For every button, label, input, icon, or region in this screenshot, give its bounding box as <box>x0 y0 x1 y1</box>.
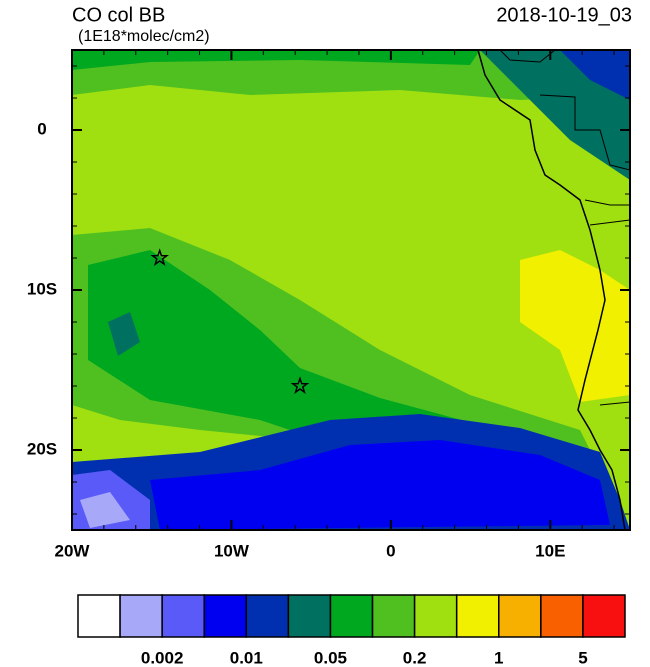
colorbar-box <box>413 594 458 638</box>
colorbar-box <box>582 594 626 638</box>
colorbar-label: 0.05 <box>314 648 347 667</box>
x-tick-label: 10E <box>535 541 565 560</box>
y-tick-label: 10S <box>27 279 57 298</box>
colorbar-label: 1 <box>494 648 503 667</box>
colorbar-box <box>371 594 416 638</box>
units: (1E18*molec/cm2) <box>78 28 210 45</box>
date: 2018-10-19_03 <box>496 4 632 26</box>
colorbar-box <box>77 594 121 638</box>
y-tick-label: 0 <box>37 119 46 138</box>
title: CO col BB <box>72 4 165 26</box>
colorbar-box <box>161 594 205 638</box>
colorbar-box <box>329 594 374 638</box>
colorbar-box <box>455 594 500 638</box>
colorbar-box <box>540 594 584 638</box>
colorbar-label: 0.002 <box>141 648 184 667</box>
colorbar-box <box>119 594 163 638</box>
site-marker <box>150 248 170 266</box>
y-tick-label: 20S <box>27 439 57 458</box>
x-tick-label: 10W <box>214 541 250 560</box>
colorbar-label: 0.01 <box>230 648 263 667</box>
co-field <box>72 49 631 531</box>
colorbar-box <box>203 594 248 638</box>
x-tick-label: 0 <box>386 541 395 560</box>
colorbar-box <box>287 594 332 638</box>
colorbar-label: 0.2 <box>403 648 427 667</box>
x-tick-label: 20W <box>55 541 91 560</box>
site-marker <box>290 376 310 394</box>
colorbar-box <box>245 594 290 638</box>
colorbar-label: 5 <box>578 648 587 667</box>
colorbar-box <box>498 594 542 638</box>
